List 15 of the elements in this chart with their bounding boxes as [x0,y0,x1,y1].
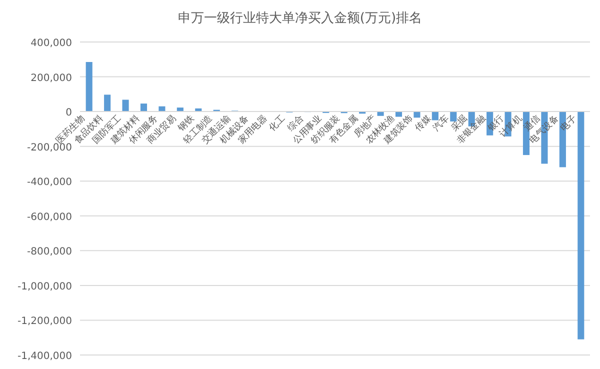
y-tick-label: -1,400,000 [17,351,72,362]
y-tick-label: -1,000,000 [17,281,72,292]
x-tick-label: 电子 [558,112,580,134]
y-tick-label: 0 [66,108,72,119]
y-tick-label: 400,000 [30,38,72,49]
y-tick-label: -600,000 [27,212,72,223]
y-tick-label: -400,000 [27,177,72,188]
y-tick-label: -1,200,000 [17,316,72,328]
y-tick-label: 200,000 [30,72,72,84]
y-tick-label: -200,000 [27,142,72,154]
y-tick-label: -800,000 [27,246,72,258]
x-tick-label: 传媒 [412,112,434,134]
x-tick-label: 汽车 [431,112,452,134]
chart-title: 申万一级行业特大单净买入金额(万元)排名 [178,11,422,26]
x-tick-label: 化工 [267,112,288,134]
